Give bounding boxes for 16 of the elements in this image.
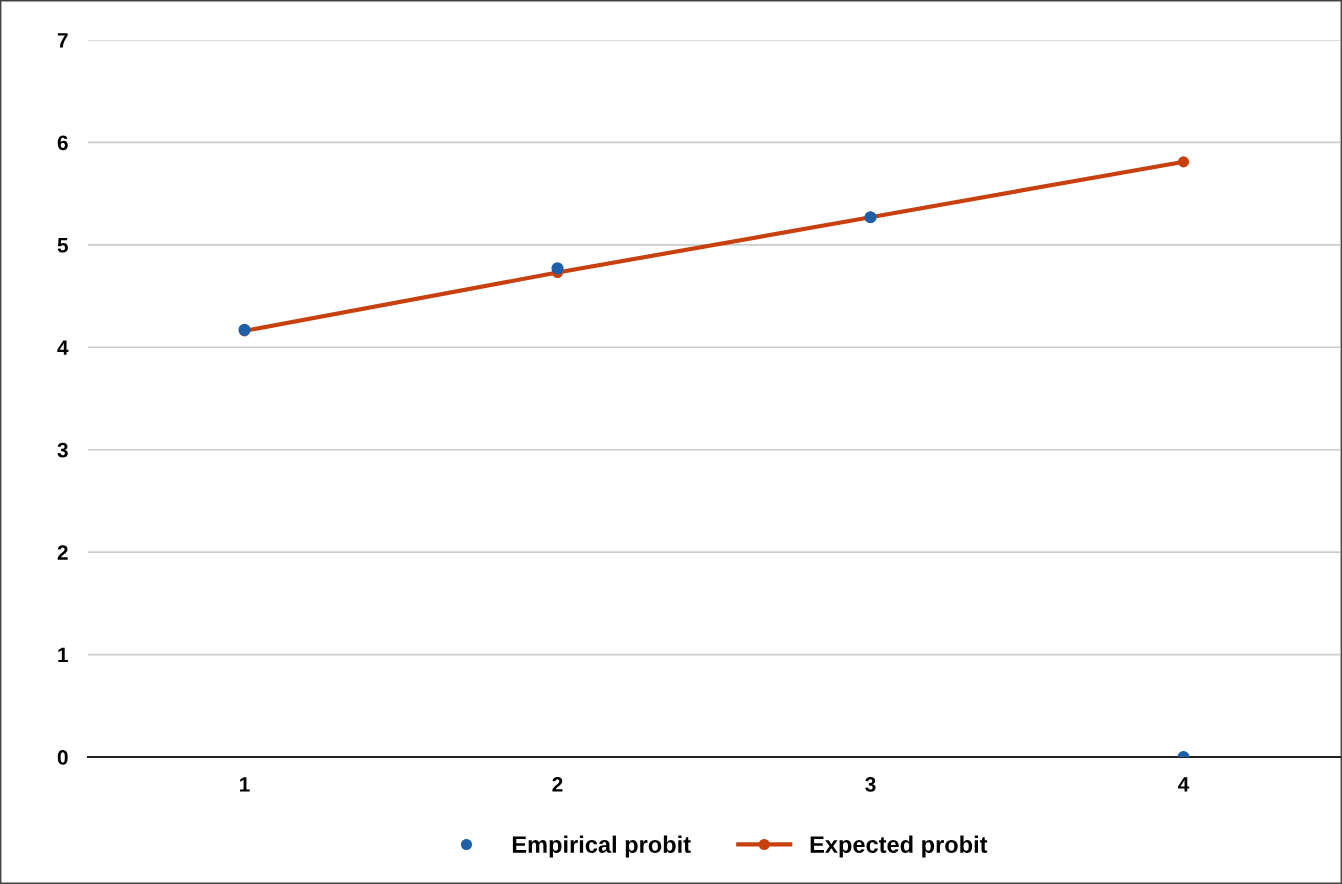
y-tick-label: 3 [57, 442, 68, 458]
y-tick-label: 1 [58, 647, 68, 663]
point [1177, 156, 1190, 168]
x-tick-label: 2 [552, 776, 563, 792]
y-tick-label: 0 [57, 750, 68, 765]
x-tick-label: 1 [240, 777, 250, 792]
legend-label: Empirical probit [512, 835, 691, 858]
legend-label: Expected probit [810, 835, 988, 858]
y-tick-label: 5 [57, 238, 68, 253]
point [551, 262, 564, 275]
x-tick-label: 3 [865, 776, 876, 792]
x-tick-label: 4 [1178, 777, 1190, 792]
y-tick-label: 2 [57, 545, 68, 560]
y-tick-label: 7 [57, 33, 68, 48]
y-tick-label: 4 [57, 340, 69, 355]
y-tick-label: 6 [57, 135, 68, 151]
